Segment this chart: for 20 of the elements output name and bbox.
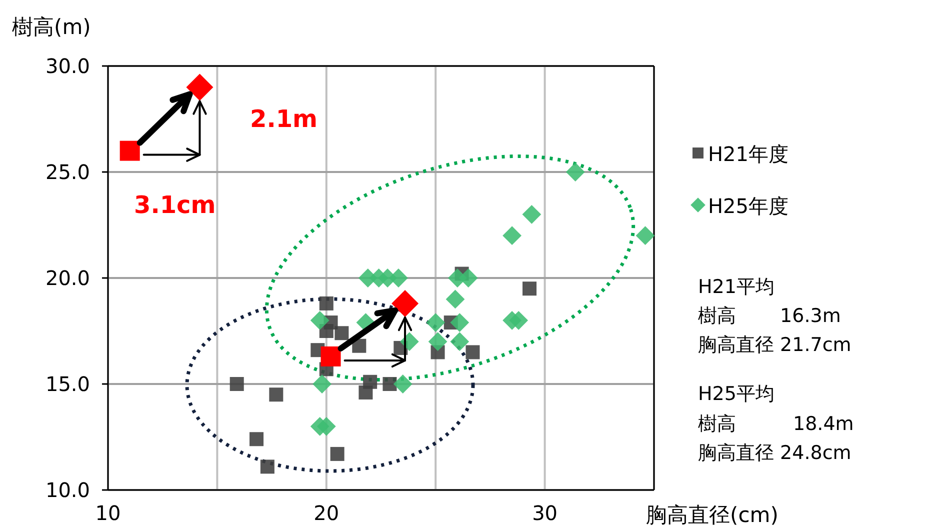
y-tick-label: 25.0 bbox=[45, 160, 90, 184]
x-tick-label: 10 bbox=[95, 501, 121, 525]
text: H25平均 bbox=[698, 383, 774, 405]
legend-label: H25年度 bbox=[708, 194, 788, 218]
y-tick-label: 20.0 bbox=[45, 266, 90, 290]
y-tick-label: 30.0 bbox=[45, 54, 90, 78]
y-axis-title: 樹高(m) bbox=[12, 15, 91, 39]
text: 樹高 18.4m bbox=[698, 413, 854, 435]
annotation: 3.1cm bbox=[134, 191, 216, 219]
y-tick-label: 15.0 bbox=[45, 372, 90, 396]
legend-label: H21年度 bbox=[708, 142, 788, 166]
text: H21平均 bbox=[698, 276, 774, 298]
text: 胸高直径 21.7cm bbox=[698, 334, 852, 356]
text: 胸高直径 24.8cm bbox=[698, 442, 852, 464]
annotation: 2.1m bbox=[250, 105, 318, 133]
x-axis-title: 胸高直径(cm) bbox=[646, 503, 778, 527]
y-tick-label: 10.0 bbox=[45, 478, 90, 502]
text: 樹高 16.3m bbox=[698, 305, 841, 327]
x-tick-label: 30 bbox=[532, 501, 558, 525]
x-tick-label: 20 bbox=[314, 501, 340, 525]
